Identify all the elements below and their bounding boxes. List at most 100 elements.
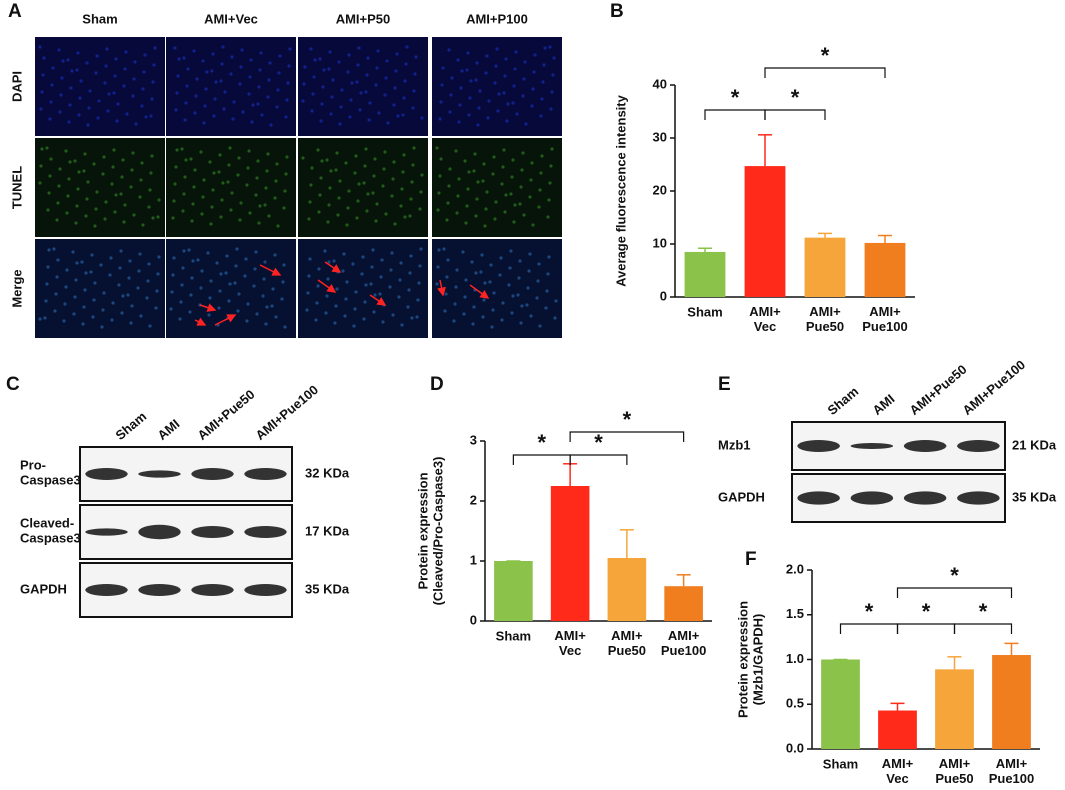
speck	[458, 103, 462, 107]
band	[191, 468, 234, 480]
speck	[530, 104, 534, 108]
speck	[94, 207, 98, 211]
panel-letter: C	[6, 374, 20, 395]
speck	[281, 280, 285, 284]
speck	[380, 258, 384, 262]
speck	[151, 216, 155, 220]
speck	[472, 305, 476, 309]
speck	[247, 92, 251, 96]
speck	[183, 118, 187, 122]
speck	[503, 210, 507, 214]
panel-letter: F	[745, 549, 757, 570]
speck	[400, 187, 404, 191]
speck	[47, 248, 51, 252]
speck	[237, 292, 241, 296]
speck	[321, 85, 325, 89]
speck	[123, 67, 127, 71]
speck	[362, 181, 366, 185]
panel-letter: B	[610, 1, 624, 22]
speck	[110, 318, 114, 322]
speck	[200, 269, 204, 273]
speck	[284, 115, 288, 119]
speck	[275, 162, 279, 166]
speck	[286, 81, 290, 85]
speck	[542, 63, 546, 67]
speck	[459, 86, 463, 90]
speck	[395, 52, 399, 56]
speck	[325, 294, 329, 298]
micrograph	[432, 37, 562, 136]
speck	[306, 291, 310, 295]
speck	[46, 208, 50, 212]
speck	[529, 314, 533, 318]
speck	[68, 160, 72, 164]
speck	[259, 51, 263, 55]
x-tick-label: AMI+ Pue100	[862, 304, 908, 334]
speck	[258, 68, 262, 72]
speck	[550, 90, 554, 94]
speck	[397, 295, 401, 299]
speck	[394, 69, 398, 73]
speck	[496, 109, 500, 113]
speck	[443, 309, 447, 313]
speck	[79, 79, 83, 83]
speck	[401, 170, 405, 174]
speck	[337, 196, 341, 200]
speck	[517, 276, 521, 280]
x-tick-label: Sham	[687, 304, 722, 319]
significance-bracket	[512, 454, 571, 465]
band	[138, 524, 181, 540]
speck	[129, 321, 133, 325]
speck	[131, 94, 135, 98]
micrograph	[35, 138, 165, 237]
speck	[92, 298, 96, 302]
arrow	[199, 303, 217, 312]
speck	[273, 196, 277, 200]
speck	[189, 157, 193, 161]
speck	[136, 286, 140, 290]
speck	[225, 254, 229, 258]
speck	[265, 305, 269, 309]
speck	[310, 166, 314, 170]
speck	[141, 87, 145, 91]
speck	[170, 290, 174, 294]
speck	[194, 94, 198, 98]
speck	[267, 78, 271, 82]
speck	[479, 270, 483, 274]
speck	[311, 92, 315, 96]
speck	[356, 63, 360, 67]
speck	[464, 278, 468, 282]
speck	[140, 104, 144, 108]
speck	[307, 217, 311, 221]
speck	[407, 288, 411, 292]
speck	[270, 304, 274, 308]
speck	[349, 98, 353, 102]
speck	[269, 123, 273, 127]
speck	[481, 179, 485, 183]
speck	[329, 169, 333, 173]
speck	[374, 83, 378, 87]
speck	[447, 184, 451, 188]
speck	[454, 149, 458, 153]
speck	[400, 323, 404, 327]
speck	[515, 112, 519, 116]
speck	[341, 269, 345, 273]
speck	[509, 249, 513, 253]
speck	[467, 170, 471, 174]
speck	[442, 247, 446, 251]
speck	[437, 248, 441, 252]
speck	[393, 86, 397, 90]
speck	[220, 198, 224, 202]
speck	[550, 147, 554, 151]
speck	[348, 115, 352, 119]
speck	[106, 109, 110, 113]
image-bg	[432, 239, 562, 338]
significance-label: *	[623, 407, 632, 432]
y-tick-label: 2	[470, 492, 477, 507]
lane-label: AMI+Pue100	[959, 357, 1028, 418]
speck	[464, 221, 468, 225]
arrow	[437, 279, 446, 297]
speck	[195, 77, 199, 81]
speck	[346, 70, 350, 74]
speck	[469, 79, 473, 83]
